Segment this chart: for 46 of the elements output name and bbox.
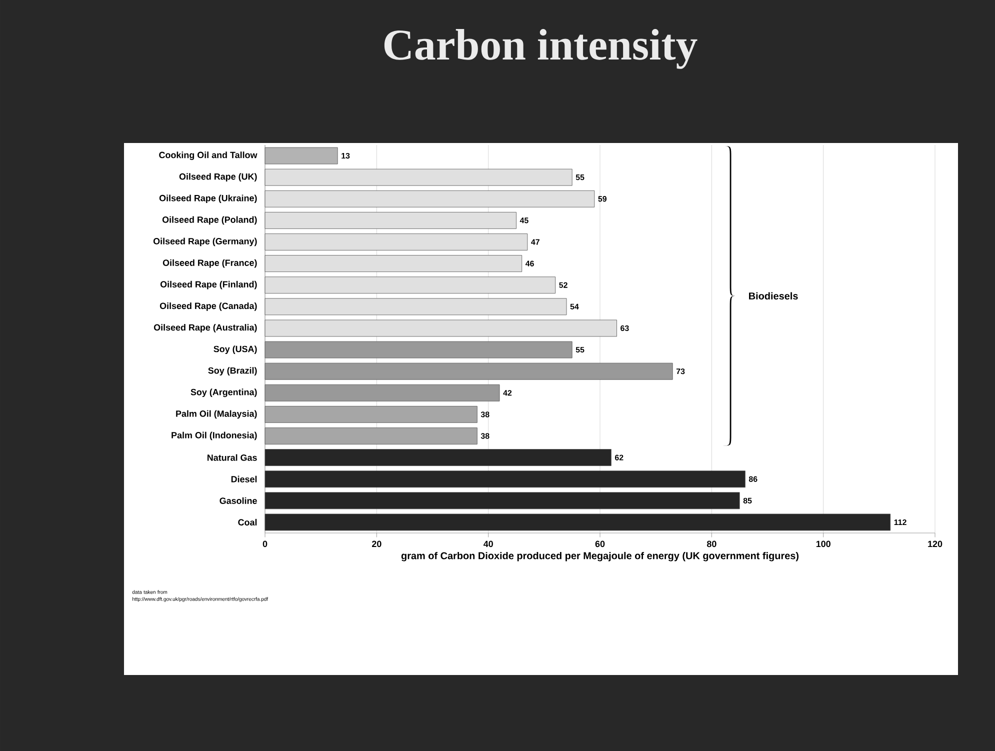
y-tick-label: Palm Oil (Indonesia) xyxy=(172,432,257,440)
bar xyxy=(264,212,516,229)
x-tick-label: 20 xyxy=(372,540,382,548)
y-tick-label: Soy (Brazil) xyxy=(208,367,257,376)
bar xyxy=(264,320,617,337)
annotation: Biodiesels xyxy=(749,292,798,300)
y-tick-label: Oilseed Rape (Poland) xyxy=(162,216,257,225)
bar xyxy=(264,147,338,164)
x-tick-label: 120 xyxy=(928,540,942,548)
bar xyxy=(264,362,673,380)
y-tick-label: Soy (Argentina) xyxy=(190,388,257,398)
chart-title: Carbon intensity xyxy=(384,29,698,69)
y-tick-label: Oilseed Rape (Australia) xyxy=(154,324,257,332)
bar xyxy=(264,168,572,186)
bar xyxy=(264,514,891,531)
x-axis-title: gram of Carbon Dioxide produced per Megajoule of energy (UK government figures) xyxy=(401,552,799,562)
bar xyxy=(264,492,740,510)
y-tick-label: Coal xyxy=(238,518,257,526)
y-tick-label: Oilseed Rape (Canada) xyxy=(160,302,257,311)
bar xyxy=(264,428,478,444)
bar xyxy=(264,234,528,250)
y-tick-label: Oilseed Rape (UK) xyxy=(179,173,257,182)
y-tick-label: Gasoline xyxy=(220,497,257,504)
y-tick-label: Oilseed Rape (Finland) xyxy=(160,280,257,290)
bar xyxy=(264,276,556,294)
y-tick-label: Palm Oil (Malaysia) xyxy=(176,410,257,419)
x-tick-label: 40 xyxy=(483,540,493,548)
x-tick-label: 60 xyxy=(595,540,605,548)
bar xyxy=(264,341,572,358)
bar xyxy=(264,384,500,402)
bar xyxy=(264,449,612,466)
x-tick-label: 100 xyxy=(816,540,830,548)
y-tick-label: Natural Gas xyxy=(208,454,257,461)
bar xyxy=(264,190,595,208)
bar xyxy=(264,406,478,423)
y-tick-label: Oilseed Rape (Ukraine) xyxy=(159,194,257,204)
y-tick-label: Cooking Oil and Tallow xyxy=(159,152,258,160)
bar xyxy=(264,255,522,272)
bar xyxy=(264,470,746,488)
x-tick-label: 80 xyxy=(706,540,716,548)
x-tick-label: 0 xyxy=(262,540,268,548)
y-tick-label: Oilseed Rape (Germany) xyxy=(153,238,257,246)
y-tick-label: Oilseed Rape (France) xyxy=(162,259,257,268)
bar xyxy=(264,298,567,316)
y-tick-label: Diesel xyxy=(231,476,257,482)
y-tick-label: Soy (USA) xyxy=(214,346,257,354)
